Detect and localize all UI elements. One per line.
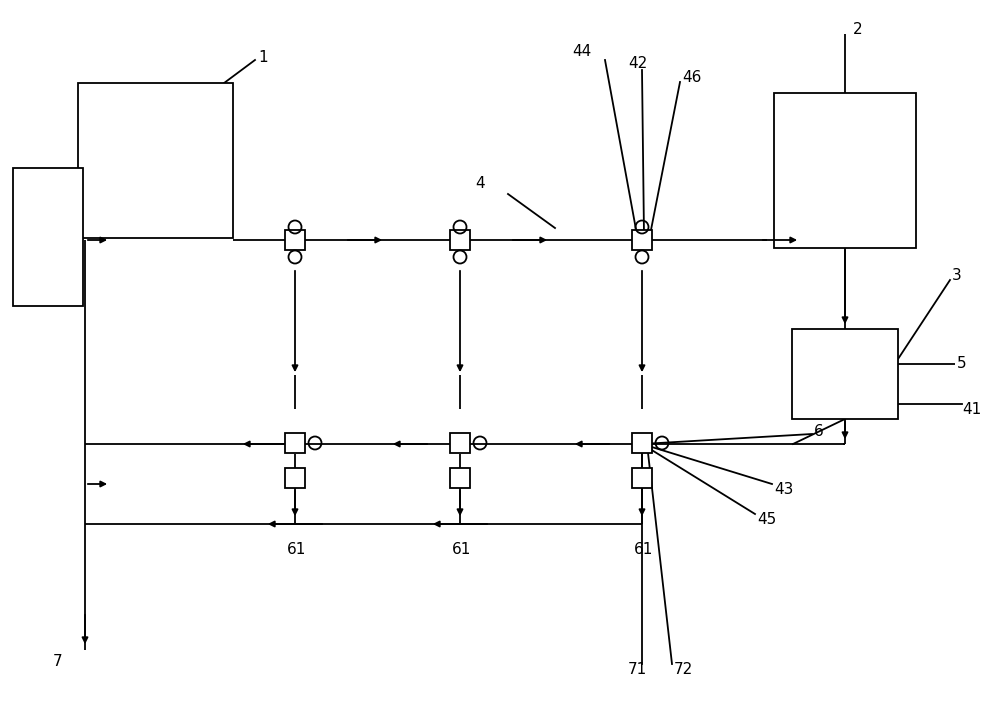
- Text: 72: 72: [674, 663, 693, 677]
- Bar: [632, 230, 652, 250]
- Bar: [632, 468, 652, 488]
- Bar: [632, 433, 652, 453]
- Text: 5: 5: [957, 357, 967, 372]
- Text: 7: 7: [53, 655, 63, 669]
- Text: 43: 43: [774, 482, 793, 497]
- Bar: [450, 468, 470, 488]
- Text: 1: 1: [258, 50, 268, 64]
- Text: 6: 6: [814, 425, 824, 440]
- Text: 61: 61: [287, 542, 306, 557]
- Text: 41: 41: [962, 402, 981, 417]
- Text: 61: 61: [634, 542, 653, 557]
- Text: 71: 71: [628, 663, 647, 677]
- Text: 46: 46: [682, 69, 701, 84]
- Bar: [285, 433, 305, 453]
- Text: 4: 4: [475, 176, 485, 191]
- Bar: [285, 468, 305, 488]
- Bar: [450, 230, 470, 250]
- Text: 3: 3: [952, 267, 962, 282]
- Text: 2: 2: [853, 22, 863, 38]
- Text: 42: 42: [628, 56, 647, 71]
- Bar: [13, 168, 83, 306]
- Bar: [78, 82, 233, 238]
- Bar: [450, 433, 470, 453]
- Text: 61: 61: [452, 542, 471, 557]
- Text: 45: 45: [757, 511, 776, 526]
- Bar: [285, 230, 305, 250]
- Text: 44: 44: [572, 45, 591, 59]
- Bar: [774, 92, 916, 248]
- Bar: [792, 329, 898, 419]
